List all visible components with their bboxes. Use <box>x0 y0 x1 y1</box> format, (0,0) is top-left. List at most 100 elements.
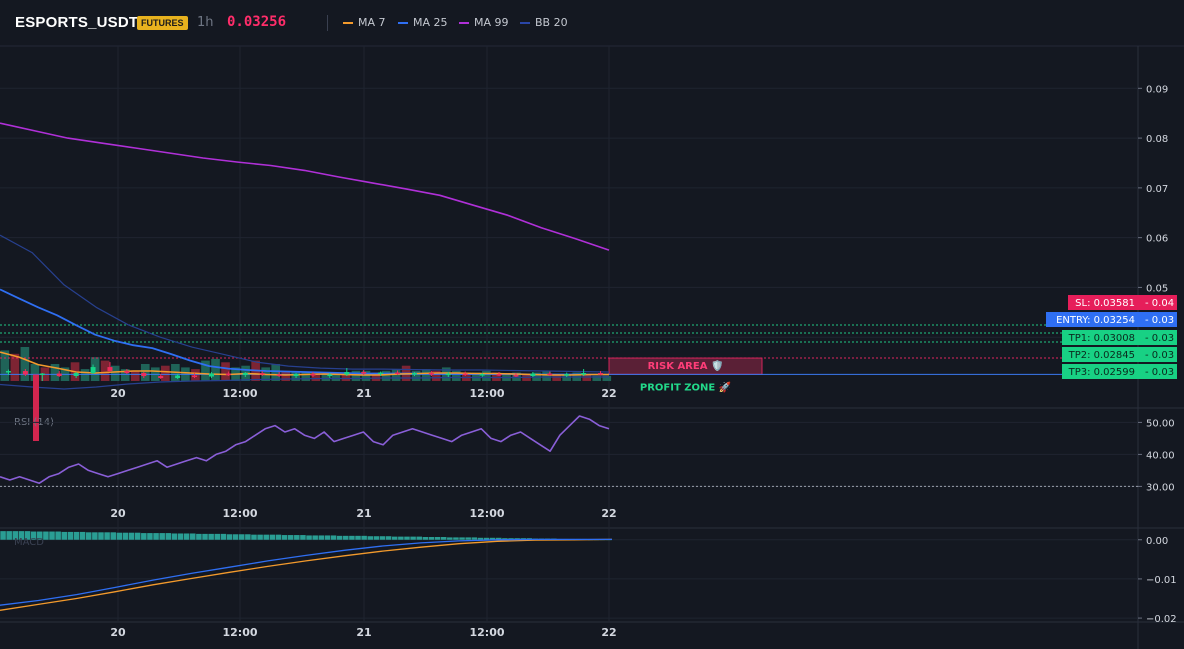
rsi-tick-label: 40.00 <box>1146 450 1175 461</box>
trade-levels <box>0 324 1138 375</box>
time-tick-label: 12:00 <box>222 507 257 520</box>
volume-bar <box>602 375 612 381</box>
ma99-line <box>0 122 610 251</box>
tp2-tag-bg <box>1062 347 1138 362</box>
volume-bar <box>451 370 461 381</box>
trade-zones: RISK AREA 🛡️ PROFIT ZONE 🚀 <box>608 357 763 393</box>
price-tick-label: 0.07 <box>1146 184 1168 195</box>
volume-bar <box>512 372 521 381</box>
candle-body <box>141 373 147 377</box>
timeframe-label[interactable]: 1h <box>197 15 214 30</box>
candle-body <box>411 373 417 375</box>
macd-hist-bar <box>343 535 349 540</box>
macd-hist-bar <box>434 537 441 540</box>
candle-body <box>56 373 62 377</box>
macd-hist-bar <box>134 532 141 540</box>
volume-bar <box>10 353 20 381</box>
time-tick-label: 22 <box>601 626 616 639</box>
volume-bar <box>552 374 561 381</box>
time-tick-label: 20 <box>110 387 126 400</box>
volume-bar <box>110 365 120 381</box>
macd-hist-bar <box>330 535 337 540</box>
macd-hist-bar <box>269 534 276 540</box>
volume-bar <box>50 364 60 381</box>
candle-body <box>581 373 587 375</box>
legend-bb20[interactable]: BB 20 <box>520 16 568 29</box>
symbol-title[interactable]: ESPORTS_USDT <box>15 14 139 31</box>
volume-bar <box>431 370 441 381</box>
macd-hist-bar <box>398 536 404 540</box>
candle-body <box>428 373 434 375</box>
volume-bar <box>462 372 471 381</box>
candlesticks <box>5 362 604 441</box>
macd-hist-bar <box>447 537 453 540</box>
entry-axis-label: - 0.03 <box>1145 315 1174 326</box>
volume-bar <box>331 374 341 381</box>
macd-hist-bar <box>257 534 263 540</box>
macd-hist-bar <box>287 535 294 540</box>
futures-badge: FUTURES <box>137 16 188 30</box>
level-tags: SL: 0.03581 - 0.04 ENTRY: 0.03254 - 0.03 TP1… <box>1046 295 1177 379</box>
tp3-tag-label: TP3: 0.02599 <box>1068 367 1135 378</box>
volume-bar <box>421 369 431 381</box>
macd-hist-bar <box>281 535 288 540</box>
candle-body <box>530 373 536 377</box>
macd-hist-bar <box>404 536 410 540</box>
legend-ma7[interactable]: MA 7 <box>343 16 386 29</box>
macd-hist-bar <box>202 533 208 540</box>
legend-ma99[interactable]: MA 99 <box>459 16 509 29</box>
volume-bar <box>482 370 491 381</box>
legend-ma25-label: MA 25 <box>413 16 448 29</box>
macd-hist-bar <box>165 533 172 540</box>
candle-body <box>39 373 45 376</box>
candle-body <box>496 374 502 376</box>
macd-hist-bar <box>79 531 86 540</box>
macd-hist-bar <box>453 537 459 540</box>
legend-ma99-label: MA 99 <box>474 16 509 29</box>
volume-bar <box>361 370 371 381</box>
macd-hist-bar <box>0 531 6 540</box>
macd-hist-bar <box>508 538 514 540</box>
price-tick-label: 0.08 <box>1146 134 1168 145</box>
macd-hist-bar <box>355 535 361 540</box>
macd-hist-bar <box>465 537 471 540</box>
time-tick-label: 22 <box>601 387 616 400</box>
volume-bar <box>120 369 130 381</box>
time-tick-label: 12:00 <box>222 626 257 639</box>
grid-lines <box>0 46 1138 622</box>
candle-body <box>73 373 79 377</box>
time-tick-label: 12:00 <box>469 507 504 520</box>
time-tick-label: 12:00 <box>222 387 257 400</box>
macd-hist-bar <box>214 533 221 540</box>
macd-hist-bar <box>220 533 227 540</box>
macd-hist-bar <box>416 536 422 540</box>
macd-hist-bar <box>361 535 367 540</box>
volume-bar <box>472 372 481 381</box>
price-tick-label: 0.09 <box>1146 84 1168 95</box>
macd-hist-bar <box>177 533 184 540</box>
volume-bar <box>381 370 391 381</box>
macd-hist-bar <box>428 537 435 540</box>
macd-hist-bar <box>183 533 190 540</box>
volume-bar <box>201 360 210 381</box>
legend-ma25[interactable]: MA 25 <box>398 16 448 29</box>
macd-hist-bar <box>306 535 312 540</box>
macd-hist-bar <box>67 531 74 540</box>
macd-hist-bar <box>312 535 318 540</box>
volume-bar <box>0 350 10 381</box>
tp1-tag-bg <box>1062 330 1138 345</box>
candle-body <box>242 373 248 376</box>
macd-hist-bar <box>294 535 300 540</box>
macd-hist-bar <box>232 534 239 540</box>
macd-hist-bar <box>110 532 116 540</box>
macd-hist-bar <box>471 537 478 540</box>
macd-hist-bar <box>85 532 92 540</box>
indicator-lines <box>0 122 610 390</box>
volume-bar <box>492 372 501 381</box>
candle-body <box>259 373 265 375</box>
macd-hist-bar <box>147 533 153 540</box>
macd-hist-bar <box>61 531 68 540</box>
tp3-axis-bg <box>1138 364 1177 379</box>
